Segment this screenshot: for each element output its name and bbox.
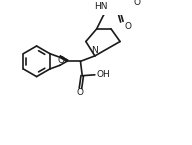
Text: O: O <box>57 56 64 65</box>
Text: O: O <box>77 88 84 97</box>
Text: O: O <box>134 0 141 7</box>
Text: OH: OH <box>96 70 110 79</box>
Text: N: N <box>91 46 98 55</box>
Text: O: O <box>125 22 132 31</box>
Text: HN: HN <box>94 2 108 11</box>
